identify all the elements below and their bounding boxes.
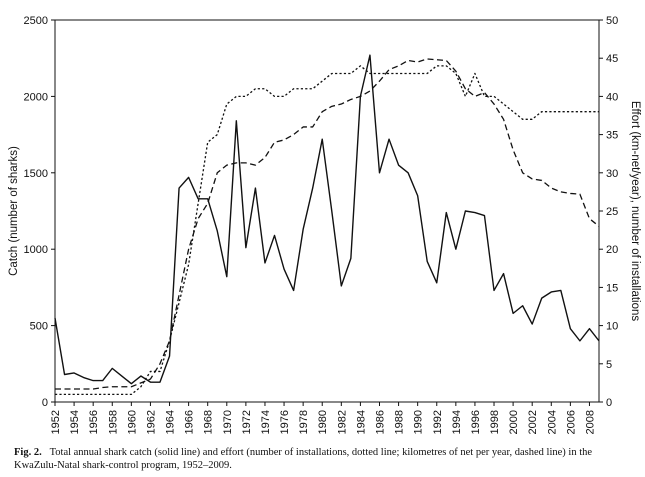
y2-tick-label: 0 <box>606 397 612 409</box>
x-tick-label: 1956 <box>88 410 100 434</box>
x-tick-label: 1952 <box>50 410 62 434</box>
x-tick-label: 1998 <box>489 410 501 434</box>
caption-label: Fig. 2. <box>14 447 42 458</box>
y-tick-label: 0 <box>42 397 48 409</box>
y-tick-label: 2000 <box>24 91 48 103</box>
x-tick-label: 1996 <box>470 410 482 434</box>
x-tick-label: 1968 <box>203 410 215 434</box>
y2-tick-label: 30 <box>606 168 618 180</box>
x-tick-label: 1960 <box>126 410 138 434</box>
x-tick-label: 1964 <box>165 410 177 434</box>
x-tick-label: 2004 <box>546 410 558 434</box>
series-line-dashed <box>55 58 600 390</box>
y-tick-label: 2500 <box>24 15 48 27</box>
y2-tick-label: 20 <box>606 244 618 256</box>
y2-tick-label: 50 <box>606 15 618 27</box>
y2-tick-label: 15 <box>606 282 618 294</box>
x-tick-label: 1982 <box>336 410 348 434</box>
x-tick-label: 1984 <box>355 410 367 434</box>
y2-tick-label: 5 <box>606 359 612 371</box>
plot-frame <box>54 19 600 403</box>
x-tick-label: 1986 <box>374 410 386 434</box>
x-tick-label: 2008 <box>584 410 596 434</box>
series-layer <box>54 54 600 396</box>
x-tick-label: 1990 <box>413 410 425 434</box>
x-tick-label: 1974 <box>260 410 272 434</box>
y2-axis-title: Effort (km-net/year), number of installa… <box>629 101 641 322</box>
x-tick-label: 1992 <box>432 410 444 434</box>
x-tick-label: 2002 <box>527 410 539 434</box>
x-tick-label: 1976 <box>279 410 291 434</box>
x-axis: 1952 1954 1956 1958 1960 1962 1964 1966 1968 1970… <box>50 402 596 434</box>
x-tick-label: 1954 <box>69 410 81 434</box>
series-line-dotted <box>55 65 599 396</box>
chart: 1952 1954 1956 1958 1960 1962 1964 1966 1968 1970… <box>8 15 641 434</box>
x-tick-label: 1978 <box>298 410 310 434</box>
x-tick-label: 2000 <box>508 410 520 434</box>
x-tick-label: 1966 <box>184 410 196 434</box>
y2-tick-label: 45 <box>606 53 618 65</box>
x-tick-label: 1972 <box>241 410 253 434</box>
x-tick-label: 1994 <box>451 410 463 434</box>
x-tick-label: 1962 <box>145 410 157 434</box>
series-line-solid <box>54 54 600 385</box>
y-tick-label: 1500 <box>24 168 48 180</box>
caption-text: Total annual shark catch (solid line) an… <box>14 447 593 471</box>
y2-tick-label: 35 <box>606 130 618 142</box>
y-tick-label: 1000 <box>24 244 48 256</box>
y2-tick-label: 25 <box>606 206 618 218</box>
y2-tick-label: 40 <box>606 91 618 103</box>
x-tick-label: 1958 <box>107 410 119 434</box>
y-axis-right: 0 5 10 15 20 25 30 35 40 45 50 <box>599 15 618 409</box>
y-axis-title: Catch (number of sharks) <box>8 146 20 276</box>
y-axis-left: 0 500 1000 1500 2000 2500 <box>24 15 55 409</box>
figure-caption: Fig. 2. Total annual shark catch (solid … <box>14 446 634 472</box>
x-tick-label: 1988 <box>394 410 406 434</box>
x-tick-label: 1970 <box>222 410 234 434</box>
y-tick-label: 500 <box>30 321 48 333</box>
x-tick-label: 2006 <box>565 410 577 434</box>
y2-tick-label: 10 <box>606 321 618 333</box>
x-tick-label: 1980 <box>317 410 329 434</box>
